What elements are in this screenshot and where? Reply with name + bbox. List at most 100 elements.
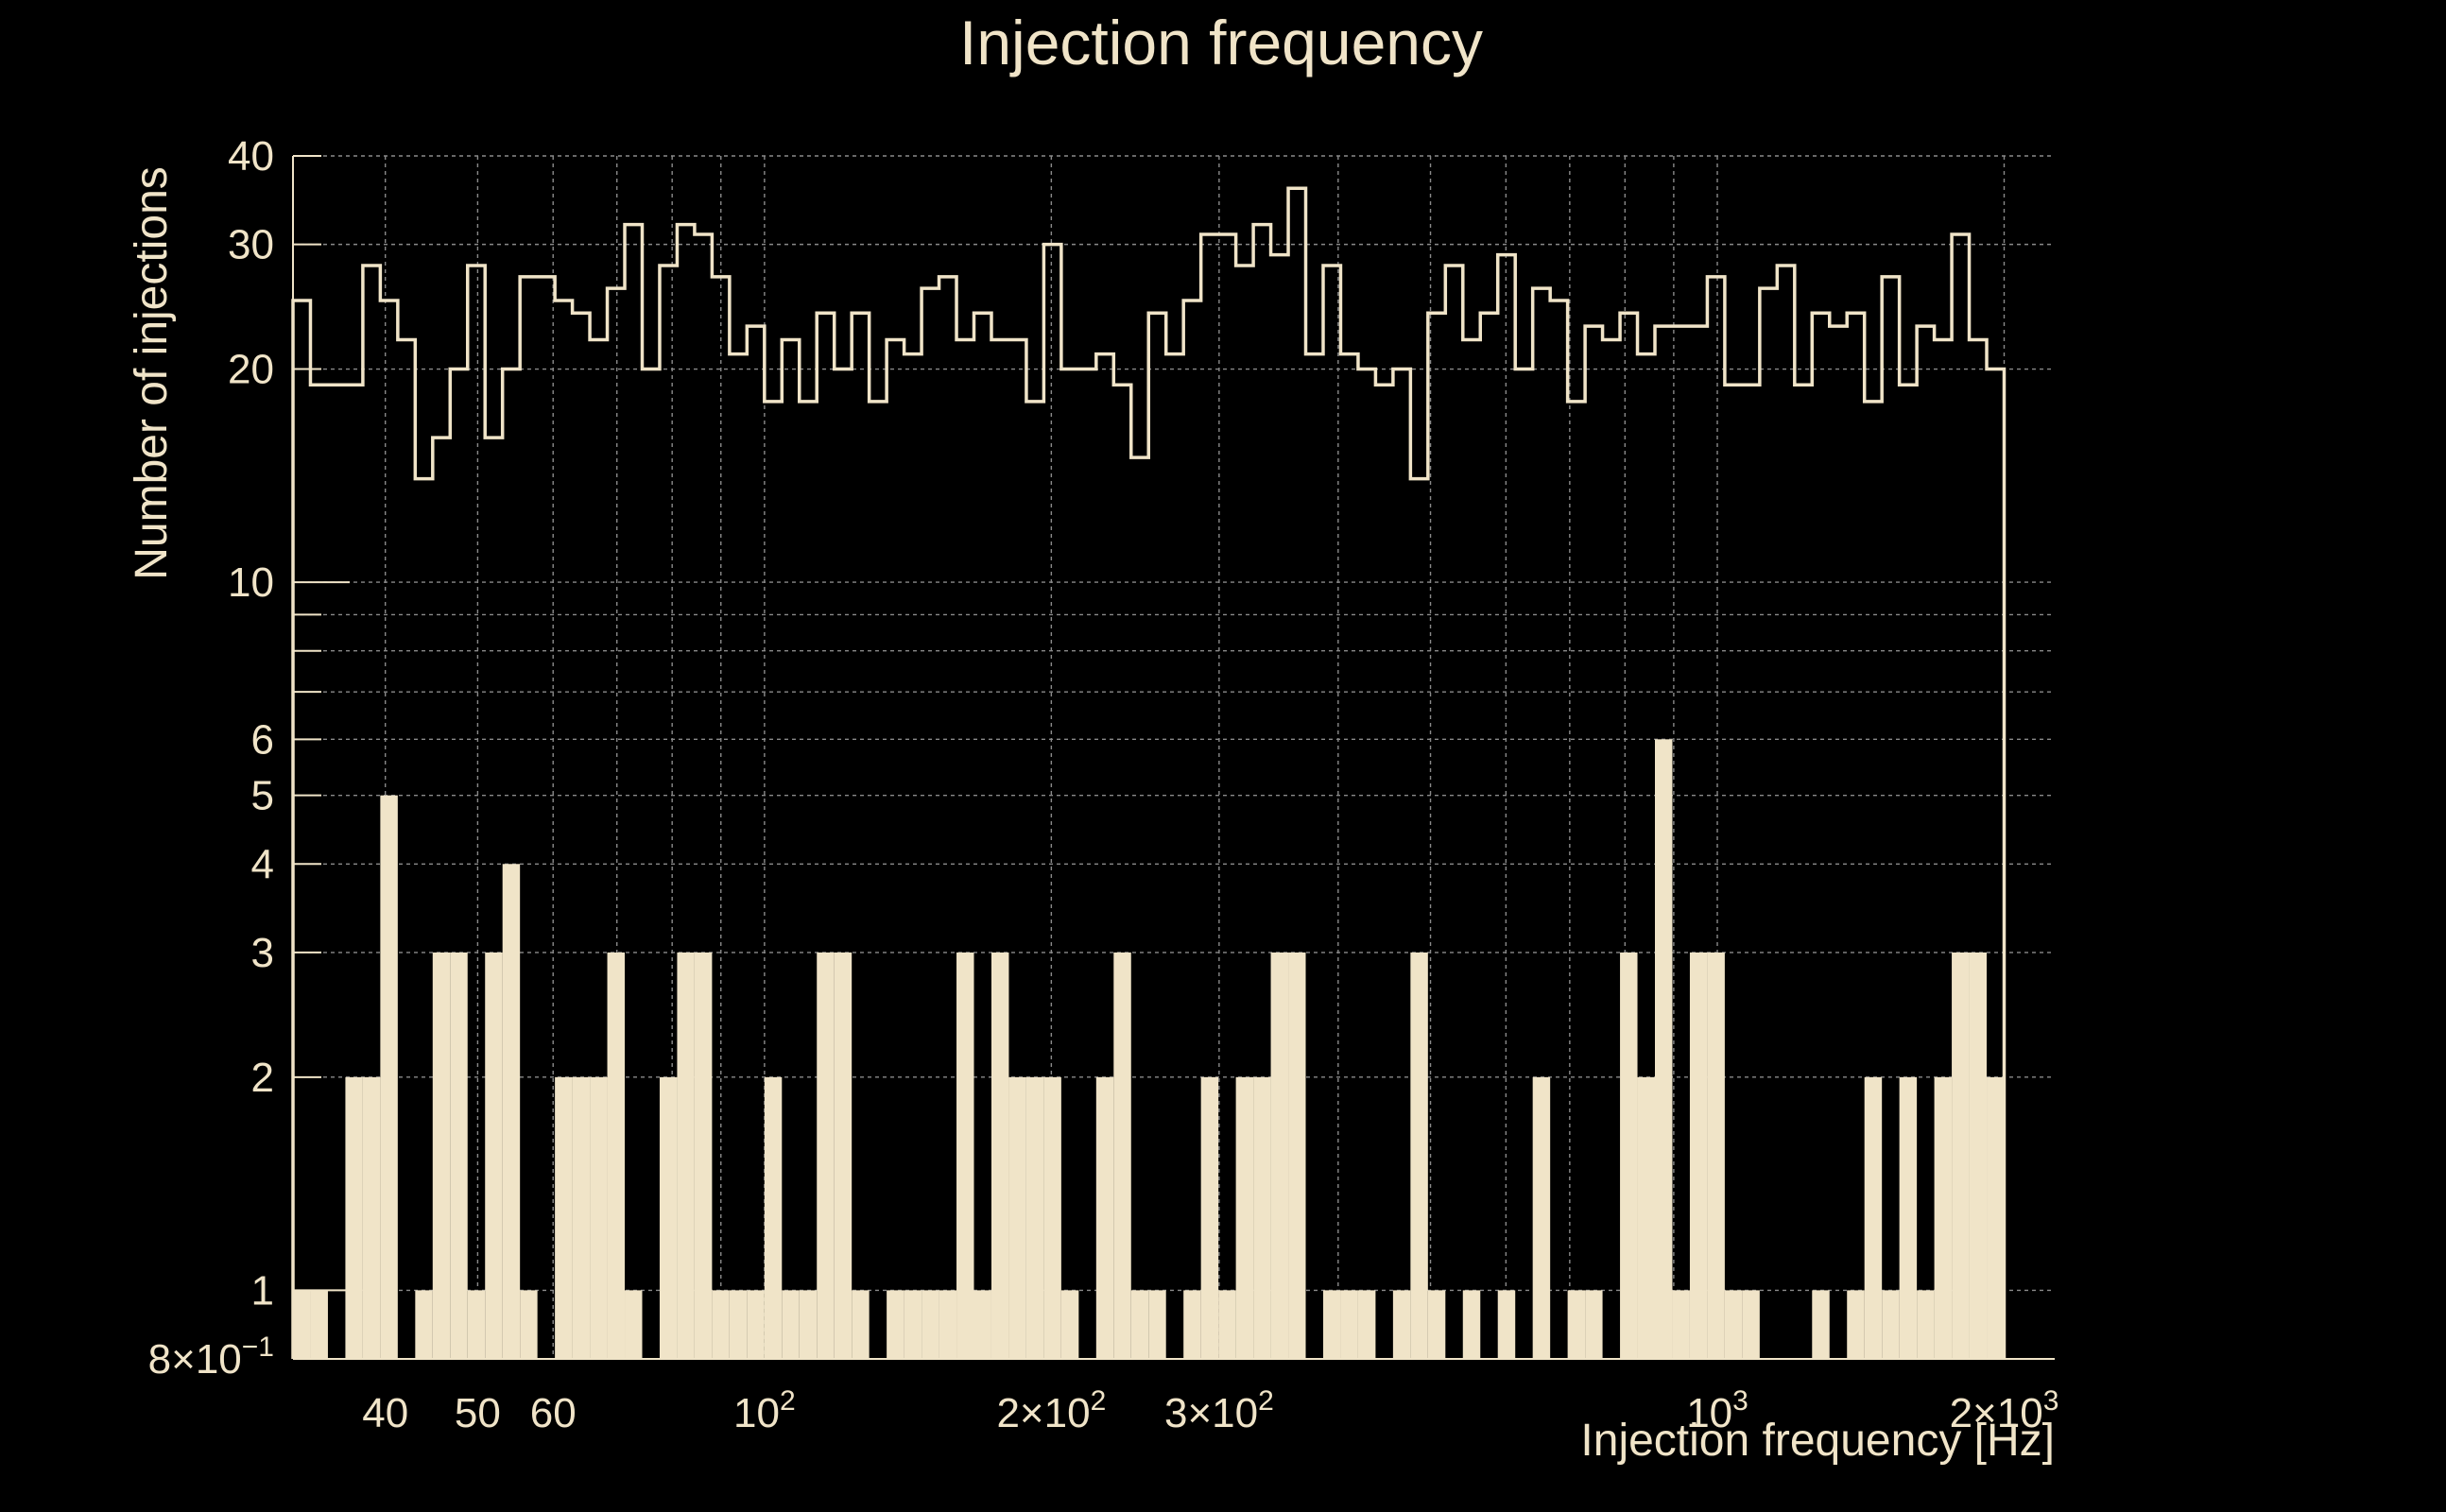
detected-bar (1655, 739, 1673, 1359)
total-injections-step (291, 186, 2007, 1359)
detected-bar (1183, 1290, 1201, 1359)
detected-bar (1288, 952, 1306, 1359)
detected-bar (764, 1076, 783, 1359)
x-tick-label: 50 (455, 1390, 501, 1436)
detected-bar (1218, 1290, 1236, 1359)
detected-bar (1392, 1290, 1411, 1359)
detected-bar (1340, 1290, 1358, 1359)
detected-bar (467, 1290, 486, 1359)
y-tick-label: 40 (228, 133, 274, 180)
y-tick-label: 3 (251, 930, 274, 976)
detected-bar (1864, 1076, 1883, 1359)
detected-bar (782, 1290, 800, 1359)
x-axis-label: Injection frequency [Hz] (1580, 1416, 2055, 1466)
x-tick-label: 60 (530, 1390, 577, 1436)
detected-bar (1060, 1290, 1079, 1359)
detected-bar (1637, 1076, 1656, 1359)
y-tick-label: 5 (251, 773, 274, 819)
detected-bar (1200, 1076, 1219, 1359)
detected-bar (1585, 1290, 1603, 1359)
y-tick-label: 2 (251, 1055, 274, 1101)
detected-bar (817, 952, 835, 1359)
detected-bar (450, 952, 468, 1359)
detected-bar (799, 1290, 818, 1359)
detected-bar (485, 952, 503, 1359)
detected-bar (1724, 1290, 1743, 1359)
detected-bar (362, 1076, 381, 1359)
detected-injections-bars (293, 739, 2005, 1359)
detected-bar (677, 952, 695, 1359)
detected-bar (1899, 1076, 1918, 1359)
detected-bar (956, 952, 974, 1359)
detected-bar (1270, 952, 1289, 1359)
detected-bar (1008, 1076, 1026, 1359)
detected-bar (1043, 1076, 1061, 1359)
detected-bar (1148, 1290, 1166, 1359)
detected-bar (1689, 952, 1708, 1359)
detected-bar (1934, 1076, 1953, 1359)
detected-bar (1952, 952, 1970, 1359)
detected-bar (887, 1290, 904, 1359)
detected-bar (1095, 1076, 1114, 1359)
detected-bar (1025, 1076, 1044, 1359)
detected-bar (380, 795, 398, 1359)
detected-bar (1532, 1076, 1551, 1359)
x-tick-label: 102 (733, 1385, 796, 1436)
detected-bar (1672, 1290, 1690, 1359)
total-injections-line (291, 186, 2007, 1359)
detected-bar (694, 952, 713, 1359)
y-axis-label: Number of injections (127, 166, 177, 580)
y-tick-label: 6 (251, 716, 274, 763)
detected-bar (834, 952, 853, 1359)
detected-bar (1322, 1290, 1341, 1359)
detected-bar (1969, 952, 1988, 1359)
y-tick-label: 10 (228, 559, 274, 606)
x-tick-labels: 40 50 60 102 2×102 3×102 103 2×103 (362, 1385, 2058, 1436)
y-tick-label: 1 (251, 1267, 274, 1314)
x-tick-label: 40 (362, 1390, 408, 1436)
x-tick-label: 3×102 (1164, 1385, 1274, 1436)
detected-bar (1742, 1290, 1760, 1359)
y-tick-label: 8×10−1 (148, 1332, 274, 1383)
detected-bar (1113, 952, 1131, 1359)
detected-bar (345, 1076, 363, 1359)
detected-bar (310, 1290, 328, 1359)
detected-bar (1235, 1076, 1254, 1359)
x-tick-label: 2×102 (996, 1385, 1106, 1436)
detected-bar (973, 1290, 991, 1359)
detected-bar (415, 1290, 433, 1359)
detected-bar (922, 1290, 939, 1359)
detected-bar (747, 1290, 765, 1359)
detected-bar (729, 1290, 748, 1359)
detected-bar (1812, 1290, 1830, 1359)
y-tick-labels: 8×10−1 1 2 3 4 5 6 10 20 30 40 (148, 133, 274, 1383)
detected-bar (432, 952, 451, 1359)
detected-bar (293, 1290, 311, 1359)
detected-bar (1567, 1290, 1586, 1359)
x-tick-label: 103 (1686, 1385, 1748, 1436)
detected-bar (939, 1290, 957, 1359)
detected-bar (555, 1076, 573, 1359)
y-tick-label: 4 (251, 841, 274, 887)
detected-bar (990, 952, 1009, 1359)
detected-bar (1253, 1076, 1271, 1359)
detected-bar (1497, 1290, 1516, 1359)
detected-bar (1130, 1290, 1149, 1359)
detected-bar (852, 1290, 870, 1359)
detected-bar (1917, 1290, 1935, 1359)
y-tick-label: 30 (228, 222, 274, 268)
detected-bar (1462, 1290, 1481, 1359)
detected-bar (1987, 1076, 2005, 1359)
detected-bar (1620, 952, 1638, 1359)
detected-bar (712, 1290, 730, 1359)
detected-bar (659, 1076, 678, 1359)
detected-bar (1357, 1290, 1376, 1359)
detected-bar (904, 1290, 922, 1359)
detected-bar (590, 1076, 608, 1359)
detected-bar (572, 1076, 591, 1359)
detected-bar (502, 864, 521, 1359)
detected-bar (1707, 952, 1725, 1359)
chart-title: Injection frequency (959, 8, 1483, 77)
